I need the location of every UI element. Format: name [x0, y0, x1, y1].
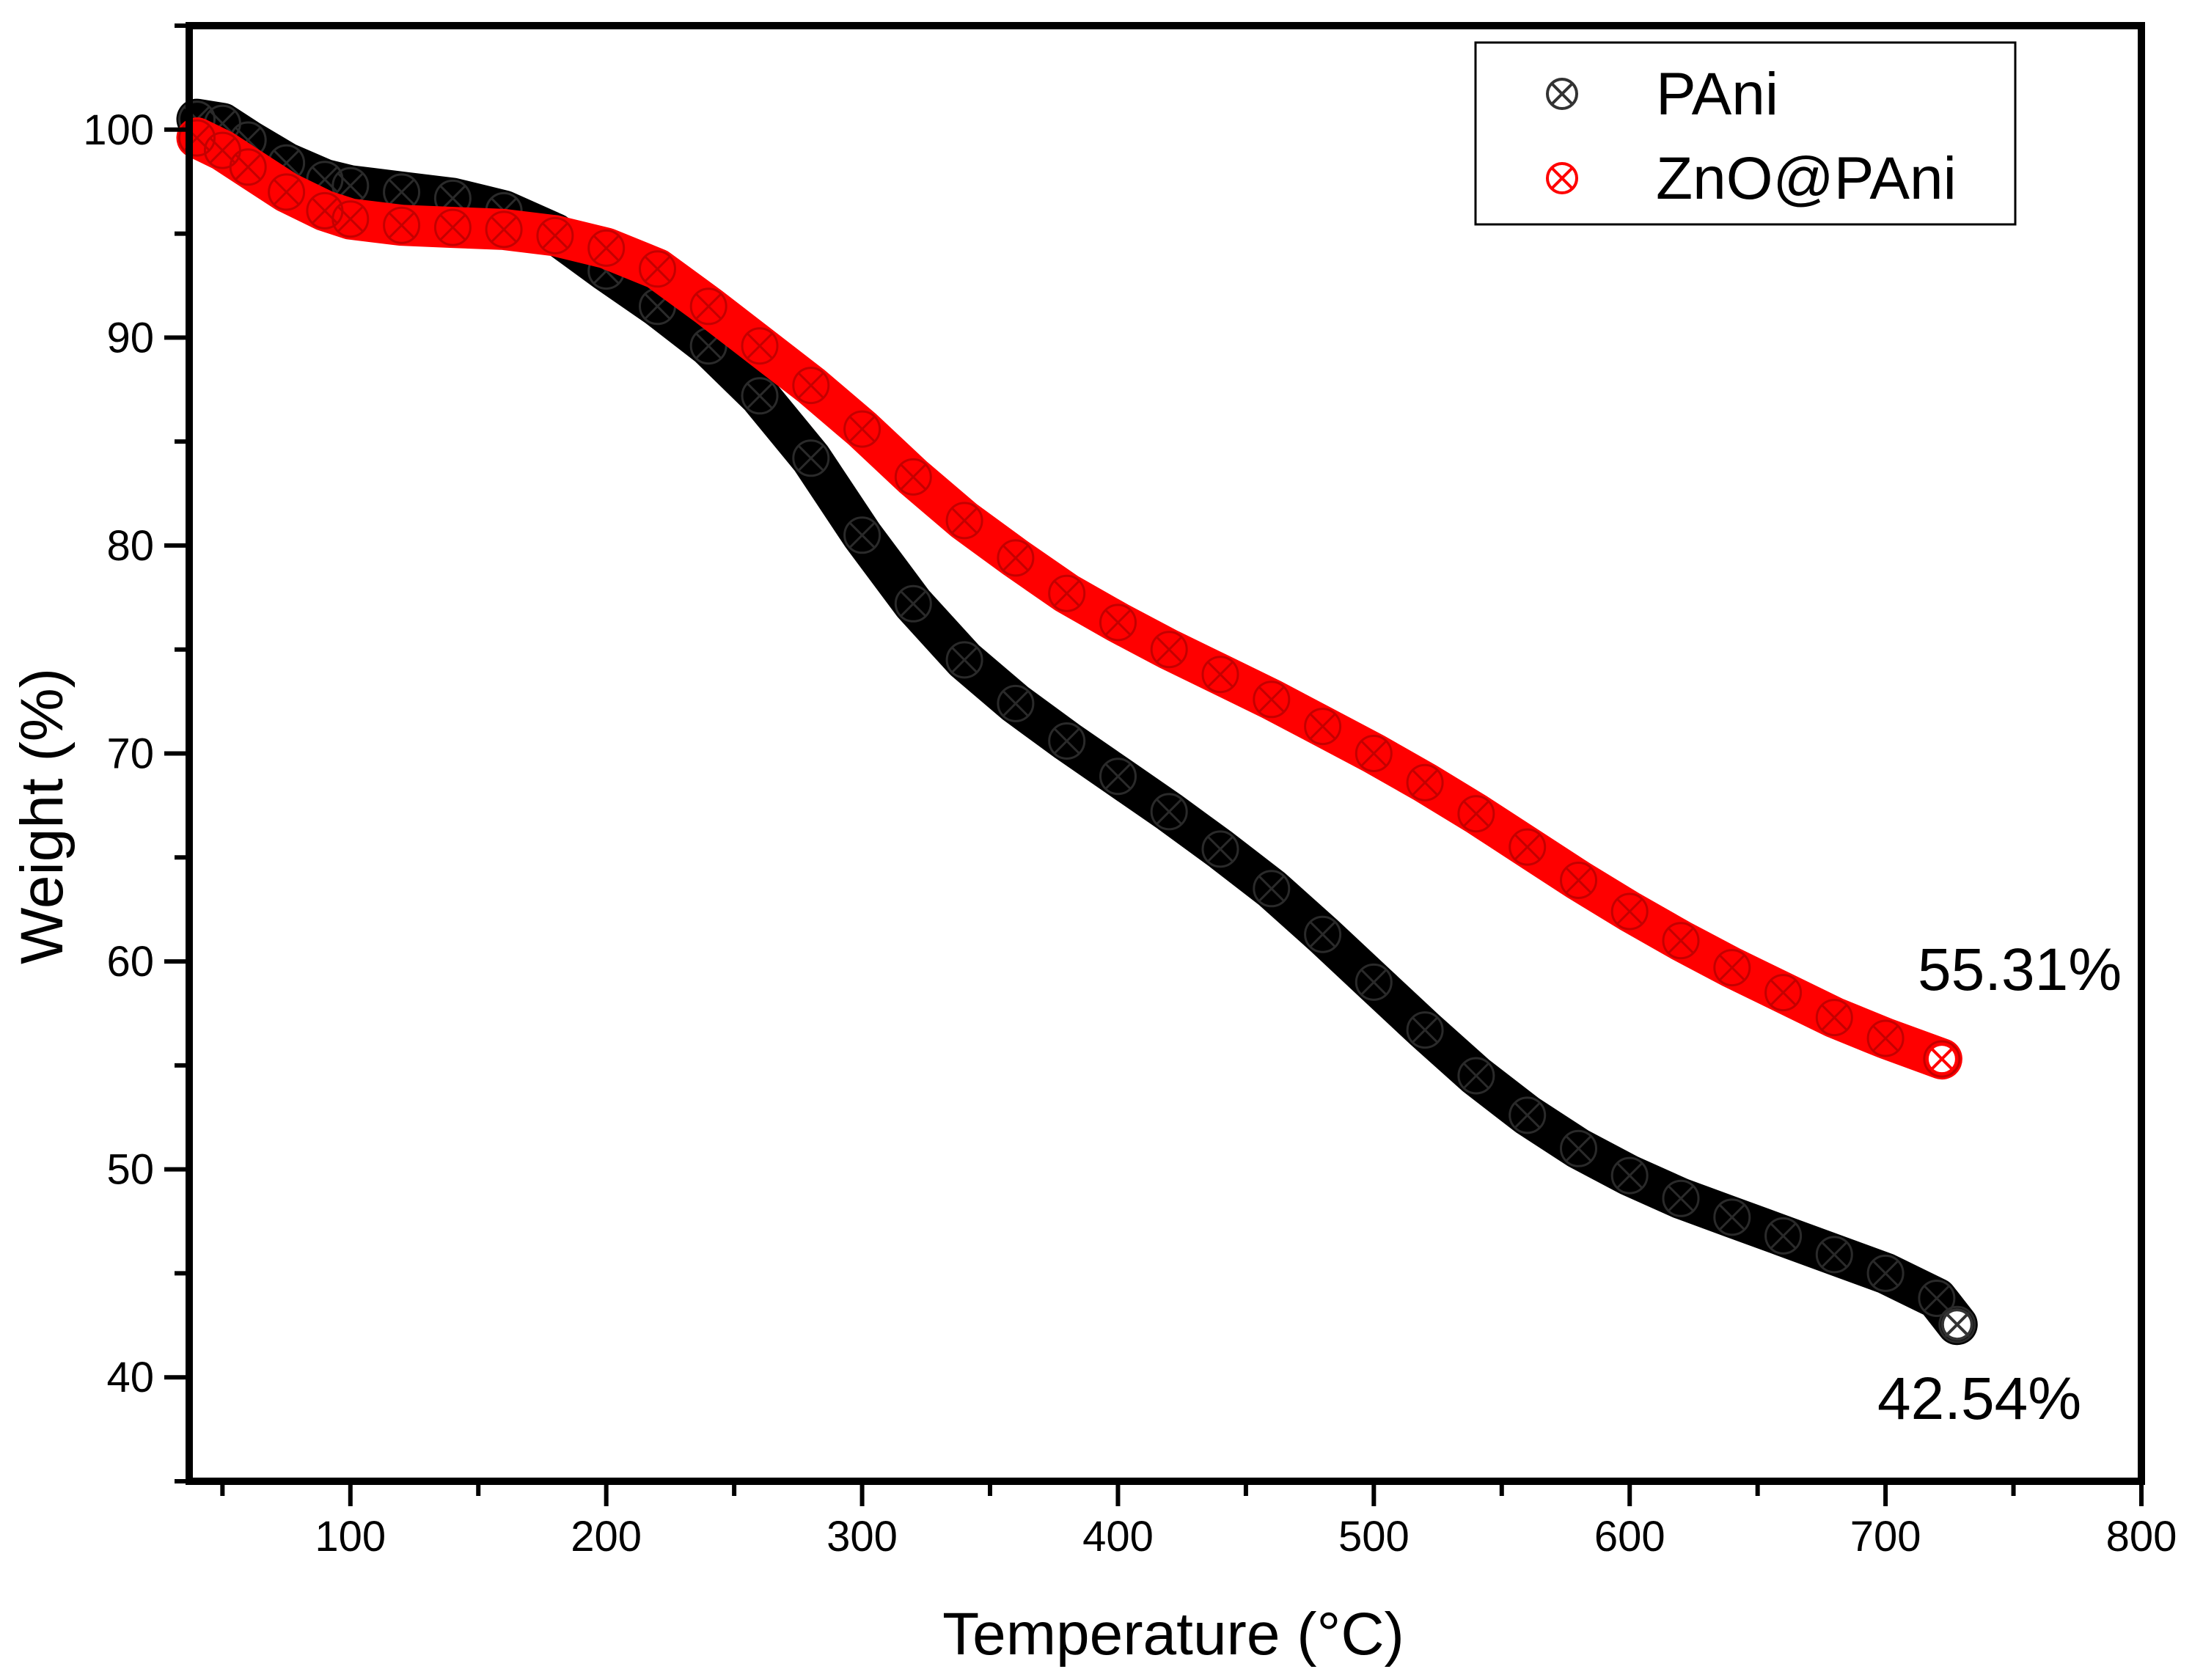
data-point-zno-pani [1713, 949, 1751, 987]
y-tick-label: 40 [106, 1354, 154, 1401]
series-pani [176, 98, 1978, 1346]
annotation-pani-final: 42.54% [1877, 1365, 2081, 1432]
data-point-zno-pani [331, 200, 370, 238]
y-tick-label: 70 [106, 730, 154, 778]
y-tick-label: 80 [106, 522, 154, 570]
end-marker-pani-icon [1940, 1308, 1973, 1341]
data-point-pani [741, 377, 779, 415]
data-point-zno-pani [1457, 795, 1495, 833]
legend-label-pani: PAni [1656, 61, 1778, 128]
data-point-pani [1150, 793, 1188, 831]
data-point-zno-pani [1304, 708, 1342, 746]
x-axis-title: Temperature (°C) [942, 1601, 1404, 1668]
data-point-zno-pani [1406, 763, 1444, 802]
data-point-pani [997, 684, 1035, 722]
legend-item-zno-pani: ZnO@PAni [1546, 145, 1957, 212]
x-tick-label: 300 [826, 1513, 898, 1560]
x-tick-label: 200 [571, 1513, 642, 1560]
data-point-zno-pani [1048, 574, 1086, 612]
data-point-pani [1662, 1179, 1700, 1217]
data-point-zno-pani [894, 458, 932, 496]
data-point-zno-pani [433, 208, 472, 246]
data-point-pani [1253, 870, 1291, 908]
data-point-pani [1918, 1280, 1956, 1317]
data-point-zno-pani [1201, 656, 1239, 694]
annotation-zno-pani-final: 55.31% [1918, 936, 2122, 1003]
legend-label-zno-pani: ZnO@PAni [1656, 145, 1957, 212]
data-point-zno-pani [268, 173, 306, 211]
data-point-zno-pani [689, 287, 727, 326]
data-point-pani [1560, 1129, 1597, 1167]
data-point-pani [1355, 963, 1393, 1001]
y-tick-label: 100 [83, 106, 154, 154]
x-tick-label: 700 [1850, 1513, 1921, 1560]
data-point-zno-pani [485, 210, 523, 249]
data-point-zno-pani [741, 327, 779, 365]
y-tick-label: 60 [106, 938, 154, 986]
data-point-zno-pani [536, 216, 574, 254]
data-point-pani [1304, 915, 1342, 953]
legend-marker-pani-icon [1546, 78, 1578, 110]
series-layer [176, 98, 1978, 1346]
data-point-zno-pani [1560, 862, 1597, 899]
data-point-pani [1815, 1236, 1853, 1274]
end-marker-zno-pani-icon [1925, 1043, 1958, 1076]
data-point-zno-pani [229, 148, 267, 186]
data-point-pani [1099, 758, 1137, 796]
data-point-pani [1457, 1057, 1495, 1095]
data-point-zno-pani [1253, 681, 1291, 719]
y-tick-label: 50 [106, 1146, 154, 1194]
x-tick-label: 100 [315, 1513, 386, 1560]
data-point-pani [1048, 722, 1086, 760]
y-tick-label: 90 [106, 314, 154, 362]
data-point-pani [1509, 1096, 1547, 1134]
data-point-zno-pani [945, 502, 983, 540]
data-point-zno-pani [1610, 892, 1649, 931]
data-point-zno-pani [1815, 999, 1853, 1037]
data-point-pani [1406, 1011, 1444, 1049]
data-point-zno-pani [383, 206, 421, 244]
x-tick-label: 600 [1594, 1513, 1665, 1560]
x-tick-label: 400 [1082, 1513, 1154, 1560]
data-point-pani [383, 173, 421, 211]
data-point-zno-pani [1509, 828, 1547, 866]
data-point-zno-pani [1866, 1019, 1905, 1057]
x-tick-label: 500 [1338, 1513, 1410, 1560]
data-point-zno-pani [1150, 631, 1188, 669]
data-point-pani [945, 641, 983, 679]
y-axis-title: Weight (%) [9, 668, 76, 964]
legend-box [1474, 41, 2017, 226]
data-point-zno-pani [1662, 922, 1700, 960]
data-point-zno-pani [1099, 604, 1137, 642]
data-point-pani [1764, 1217, 1803, 1255]
data-point-zno-pani [843, 410, 881, 448]
data-point-zno-pani [587, 229, 626, 267]
x-tick-label: 800 [2106, 1513, 2177, 1560]
data-point-pani [894, 584, 932, 623]
data-point-pani [792, 439, 830, 477]
data-point-zno-pani [997, 539, 1035, 577]
data-point-pani [843, 516, 881, 554]
tick-labels-layer: 100 200 300 400 500 600 700 800 40 50 60 70 80 90 100 [83, 106, 2177, 1560]
series-band-pani [176, 98, 1978, 1346]
data-point-zno-pani [1764, 974, 1803, 1012]
legend-marker-zno-pani-icon [1546, 162, 1578, 194]
data-point-zno-pani [639, 250, 676, 288]
data-point-pani [1713, 1198, 1751, 1236]
data-point-pani [1866, 1254, 1905, 1292]
data-point-pani [1201, 830, 1239, 868]
data-point-zno-pani [1355, 735, 1393, 772]
legend-item-pani: PAni [1546, 61, 1778, 128]
series-zno-pani [176, 117, 1962, 1080]
data-point-pani [1610, 1156, 1649, 1195]
plot-frame [186, 22, 2145, 1485]
annotation-layer: 55.31% 42.54% [1877, 936, 2122, 1432]
data-point-zno-pani [792, 367, 830, 405]
legend: PAni ZnO@PAni [1474, 41, 2017, 226]
